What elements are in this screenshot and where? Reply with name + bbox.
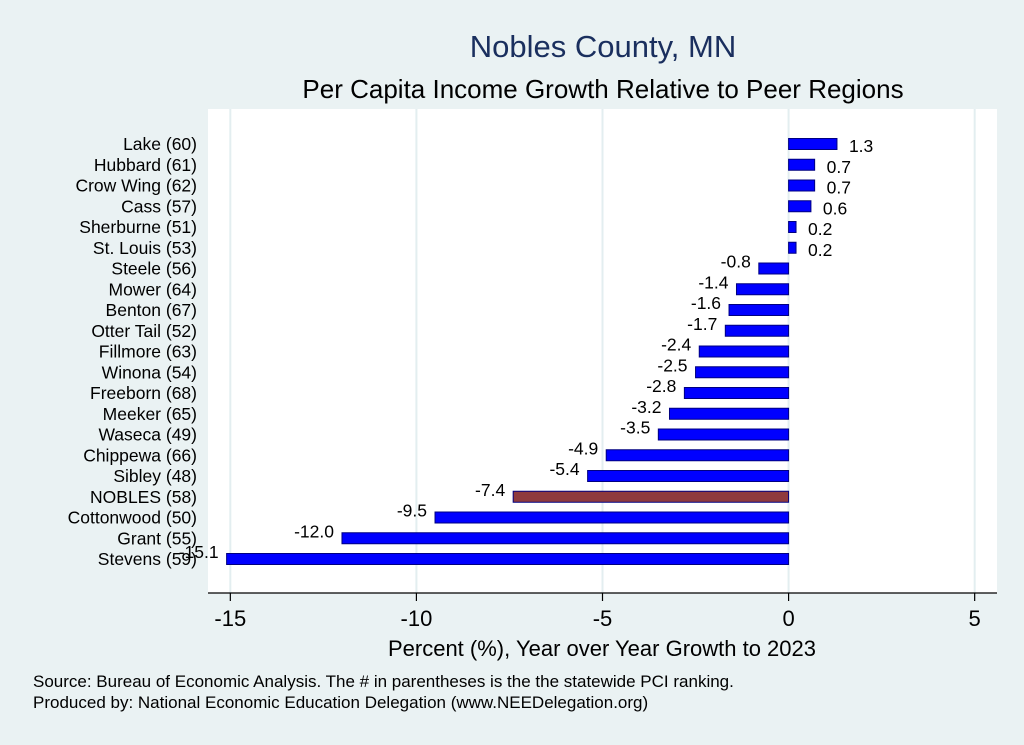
value-labels: 1.30.70.70.60.20.2-0.8-1.4-1.6-1.7-2.4-2…: [179, 136, 874, 562]
bar-15: [605, 449, 790, 462]
producer-note: Produced by: National Economic Education…: [33, 693, 648, 712]
value-label-16: -5.4: [549, 459, 579, 479]
bar-7: [735, 283, 790, 296]
chart-title: Nobles County, MN: [470, 29, 736, 64]
bar-11: [695, 366, 790, 379]
bar-14: [657, 428, 790, 441]
category-label-19: Grant (55): [117, 528, 197, 548]
category-labels: Lake (60)Hubbard (61)Crow Wing (62)Cass …: [68, 134, 197, 569]
bar-18: [434, 511, 790, 524]
category-label-2: Crow Wing (62): [75, 176, 197, 196]
value-label-18: -9.5: [397, 501, 427, 521]
value-label-11: -2.5: [657, 355, 687, 375]
source-note: Source: Bureau of Economic Analysis. The…: [33, 672, 734, 691]
value-label-19: -12.0: [294, 521, 334, 541]
value-label-13: -3.2: [631, 397, 661, 417]
value-label-12: -2.8: [646, 376, 676, 396]
category-label-3: Cass (57): [121, 196, 197, 216]
category-label-7: Mower (64): [109, 279, 198, 299]
bar-8: [728, 304, 790, 316]
bar-16: [587, 470, 790, 482]
category-label-6: Steele (56): [111, 259, 197, 279]
x-tick-label-1: -10: [401, 606, 433, 631]
value-label-6: -0.8: [721, 252, 751, 272]
category-label-12: Freeborn (68): [90, 383, 197, 403]
category-label-14: Waseca (49): [98, 425, 197, 445]
value-label-4: 0.2: [808, 219, 832, 239]
value-label-7: -1.4: [698, 272, 728, 292]
value-label-10: -2.4: [661, 335, 691, 355]
value-label-2: 0.7: [827, 178, 851, 198]
bar-1: [788, 158, 816, 171]
category-label-20: Stevens (59): [98, 549, 197, 569]
x-axis-title: Percent (%), Year over Year Growth to 20…: [388, 636, 816, 661]
bar-3: [788, 200, 812, 213]
value-label-15: -4.9: [568, 438, 598, 458]
value-label-3: 0.6: [823, 198, 847, 218]
bars: [226, 138, 838, 565]
category-label-11: Winona (54): [102, 362, 197, 382]
category-label-4: Sherburne (51): [79, 217, 197, 237]
value-label-9: -1.7: [687, 314, 717, 334]
category-label-1: Hubbard (61): [94, 155, 197, 175]
value-label-20: -15.1: [179, 542, 219, 562]
value-label-8: -1.6: [691, 293, 721, 313]
value-label-14: -3.5: [620, 418, 650, 438]
bar-10: [698, 345, 790, 358]
bar-0: [788, 138, 838, 150]
bar-6: [758, 262, 790, 275]
value-label-5: 0.2: [808, 240, 832, 260]
category-label-0: Lake (60): [123, 134, 197, 154]
x-tick-label-4: 5: [969, 606, 981, 631]
bar-2: [788, 179, 816, 192]
category-label-16: Sibley (48): [113, 466, 197, 486]
category-label-9: Otter Tail (52): [91, 321, 197, 341]
category-label-17: NOBLES (58): [90, 487, 197, 507]
category-label-5: St. Louis (53): [93, 238, 197, 258]
chart-subtitle: Per Capita Income Growth Relative to Pee…: [302, 74, 903, 104]
bar-17: [512, 490, 790, 503]
bar-19: [341, 532, 790, 545]
bar-12: [683, 387, 790, 399]
x-tick-label-2: -5: [593, 606, 613, 631]
value-label-0: 1.3: [849, 136, 873, 156]
category-label-13: Meeker (65): [103, 404, 197, 424]
category-label-15: Chippewa (66): [83, 445, 197, 465]
category-label-18: Cottonwood (50): [68, 508, 197, 528]
bar-13: [668, 407, 790, 420]
bar-5: [788, 241, 797, 254]
value-label-1: 0.7: [827, 157, 851, 177]
category-label-8: Benton (67): [106, 300, 197, 320]
category-label-10: Fillmore (63): [99, 342, 197, 362]
x-tick-label-3: 0: [782, 606, 794, 631]
x-axis-ticks: -15 -10 -5 0 5: [214, 593, 981, 631]
bar-4: [788, 221, 797, 233]
bar-20: [226, 553, 790, 565]
bar-9: [724, 324, 790, 337]
value-label-17: -7.4: [475, 480, 505, 500]
x-tick-label-0: -15: [214, 606, 246, 631]
